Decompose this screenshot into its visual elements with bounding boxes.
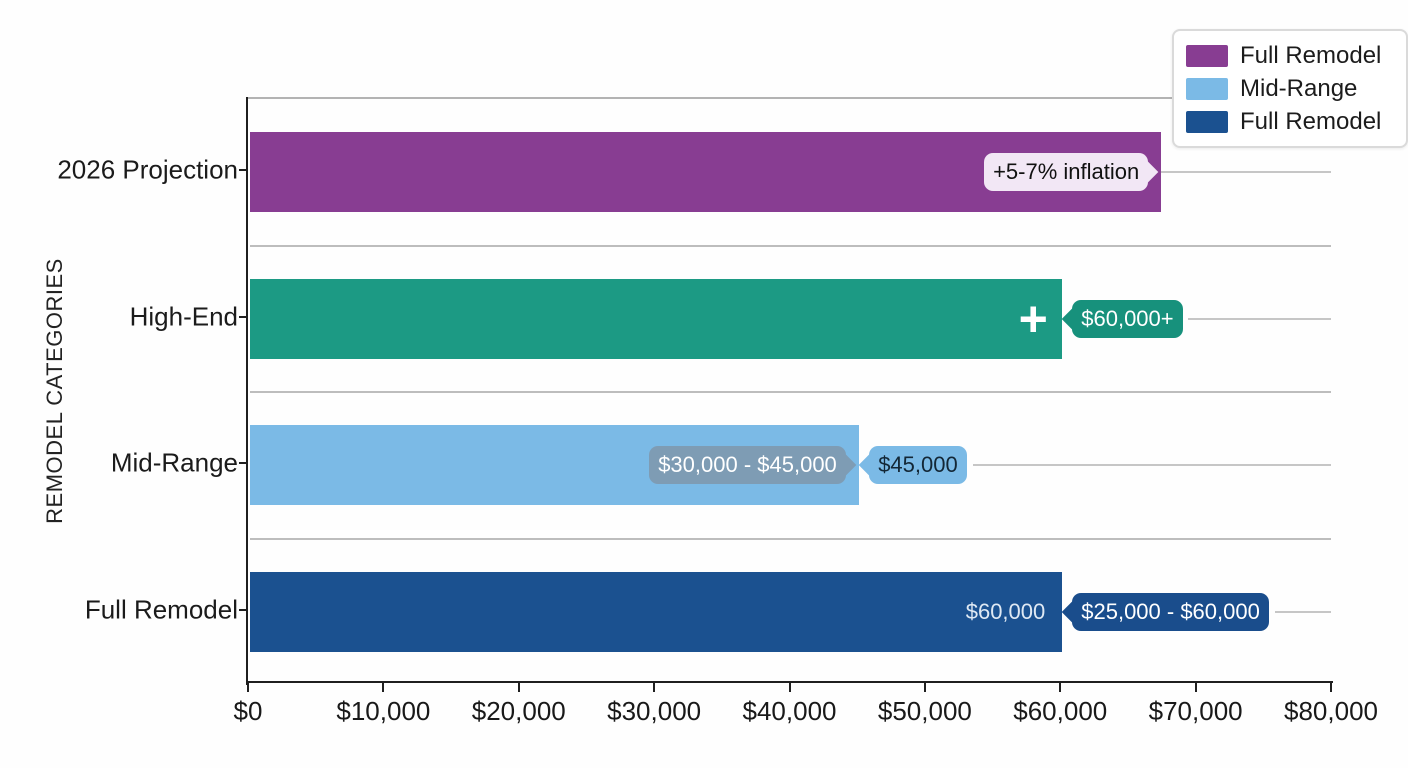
x-axis-tick: [1330, 683, 1332, 692]
x-axis-tick: [923, 683, 926, 692]
legend-item: Full Remodel: [1186, 39, 1394, 72]
x-axis-tick: [788, 683, 791, 692]
x-axis-tick: [1059, 683, 1062, 692]
y-axis-title: REMODEL CATEGORIES: [42, 258, 67, 524]
value-callout-pill: $25,000 - $60,000: [1061, 592, 1269, 631]
leader-line: [1188, 317, 1331, 320]
x-axis-tick-label: $20,000: [471, 696, 566, 726]
legend-swatch: [1186, 77, 1228, 100]
legend-item-label: Full Remodel: [1240, 107, 1382, 135]
leader-line: [973, 464, 1331, 467]
category-label-2026-projection: 2026 Projection: [57, 154, 238, 185]
x-axis-tick: [517, 683, 520, 692]
x-axis-tick-label: $80,000: [1284, 696, 1378, 726]
y-axis-tick: [239, 462, 247, 465]
x-axis-tick: [382, 683, 385, 692]
legend-swatch: [1186, 44, 1228, 67]
x-axis-tick-label: $30,000: [607, 696, 702, 726]
x-axis-tick: [653, 683, 656, 692]
range-pill: +5-7% inflation: [984, 153, 1159, 192]
legend: Full Remodel Mid-Range Full Remodel: [1172, 29, 1408, 148]
y-axis-tick: [239, 608, 247, 611]
category-label-mid-range: Mid-Range: [110, 447, 238, 478]
pill-left-pointer: [1061, 600, 1085, 624]
bar-high-end: [250, 278, 1063, 359]
category-separator-gridline: [250, 391, 1331, 393]
leader-line: [1275, 610, 1331, 613]
x-axis-tick-label: $40,000: [742, 696, 837, 726]
plot-area: +5-7% inflation + $60,000+ $30,000 - $45,00…: [248, 97, 1331, 685]
x-axis-tick-label: $0: [233, 696, 263, 726]
legend-swatch: [1186, 110, 1228, 133]
y-axis-tick: [239, 169, 247, 172]
x-axis-tick-label: $10,000: [336, 696, 431, 726]
x-axis-tick-label: $70,000: [1148, 696, 1243, 726]
plus-marker: +: [1018, 290, 1048, 347]
category-label-full-remodel: Full Remodel: [84, 594, 238, 625]
leader-line: [1161, 171, 1331, 174]
x-axis-tick-label: $50,000: [877, 696, 972, 726]
category-separator-gridline: [250, 244, 1331, 247]
bar-value-label: $60,000: [965, 598, 1046, 624]
category-separator-gridline: [250, 537, 1331, 540]
value-callout-pill: $60,000+: [1061, 299, 1183, 338]
y-axis-tick: [239, 315, 247, 318]
legend-item-label: Full Remodel: [1240, 41, 1382, 69]
pill-left-pointer: [1061, 307, 1085, 331]
pill-left-pointer: [858, 453, 882, 477]
x-axis-spine: [246, 681, 1333, 683]
category-label-high-end: High-End: [129, 301, 238, 332]
legend-item-label: Mid-Range: [1240, 74, 1358, 102]
x-axis-tick: [1194, 683, 1197, 692]
range-pill: $30,000 - $45,000: [649, 446, 857, 485]
y-axis-spine: [246, 97, 248, 685]
bar-full-remodel: [250, 571, 1063, 652]
x-axis-tick: [247, 683, 249, 692]
x-axis-tick-label: $60,000: [1013, 696, 1108, 726]
value-callout-pill: $45,000: [858, 446, 967, 485]
legend-item: Mid-Range: [1186, 72, 1394, 105]
legend-item: Full Remodel: [1186, 105, 1394, 138]
